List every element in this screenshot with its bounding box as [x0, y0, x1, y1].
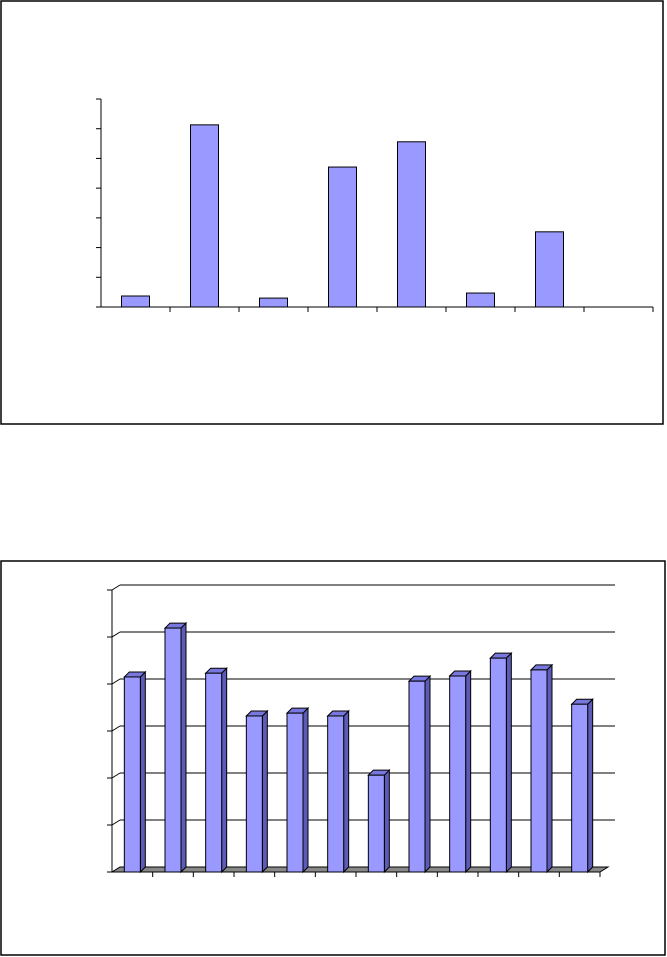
bar [164, 627, 182, 873]
bar-side [343, 709, 350, 874]
chart [96, 98, 654, 312]
bar [397, 141, 426, 308]
bar [449, 675, 467, 873]
bar [530, 669, 548, 873]
grid-line [111, 819, 121, 826]
bar-side [465, 669, 472, 874]
bar [535, 231, 564, 308]
bar [367, 774, 385, 873]
bar [328, 166, 357, 308]
bar-side [424, 674, 431, 874]
bar-side [587, 698, 594, 874]
bar [286, 712, 304, 873]
bar-side [139, 670, 146, 874]
bar [121, 295, 150, 308]
bar [408, 680, 426, 873]
bar [190, 124, 219, 308]
grid-line [111, 584, 121, 591]
bar [259, 297, 288, 308]
bar-side [180, 621, 187, 874]
bar-side [505, 651, 512, 874]
bar [489, 657, 507, 873]
bar-side [546, 663, 553, 874]
bar [571, 703, 589, 873]
bar-side [383, 768, 390, 874]
bar [205, 672, 223, 873]
bar [327, 715, 345, 873]
bar [466, 292, 495, 308]
grid-line [111, 725, 121, 732]
bar [123, 676, 141, 873]
grid-line [111, 772, 121, 779]
bar-side [302, 706, 309, 874]
grid-line [111, 678, 121, 685]
bar [245, 715, 263, 873]
grid-line [111, 631, 121, 638]
bar-side [221, 666, 228, 874]
bar-side [261, 709, 268, 874]
chart [107, 584, 615, 877]
